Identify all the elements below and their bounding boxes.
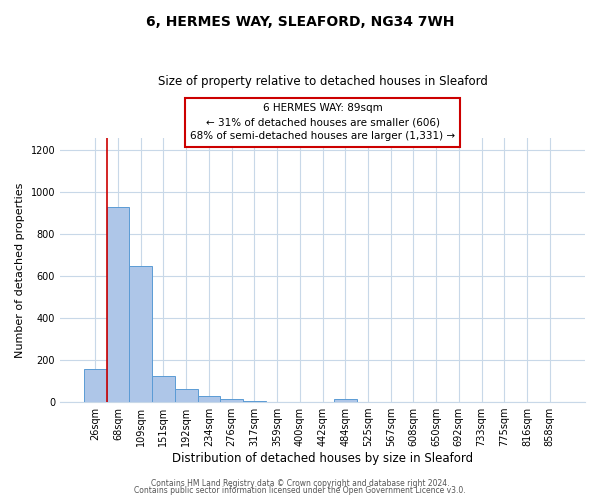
Text: 6, HERMES WAY, SLEAFORD, NG34 7WH: 6, HERMES WAY, SLEAFORD, NG34 7WH xyxy=(146,15,454,29)
Bar xyxy=(107,207,130,402)
Bar xyxy=(243,401,266,402)
Title: Size of property relative to detached houses in Sleaford: Size of property relative to detached ho… xyxy=(158,75,487,88)
Bar xyxy=(152,376,175,402)
Y-axis label: Number of detached properties: Number of detached properties xyxy=(15,182,25,358)
Text: Contains HM Land Registry data © Crown copyright and database right 2024.: Contains HM Land Registry data © Crown c… xyxy=(151,478,449,488)
Text: 6 HERMES WAY: 89sqm
← 31% of detached houses are smaller (606)
68% of semi-detac: 6 HERMES WAY: 89sqm ← 31% of detached ho… xyxy=(190,104,455,142)
Bar xyxy=(334,399,356,402)
X-axis label: Distribution of detached houses by size in Sleaford: Distribution of detached houses by size … xyxy=(172,452,473,465)
Bar xyxy=(197,396,220,402)
Bar xyxy=(130,266,152,402)
Bar xyxy=(220,399,243,402)
Bar xyxy=(84,368,107,402)
Text: Contains public sector information licensed under the Open Government Licence v3: Contains public sector information licen… xyxy=(134,486,466,495)
Bar xyxy=(175,390,197,402)
